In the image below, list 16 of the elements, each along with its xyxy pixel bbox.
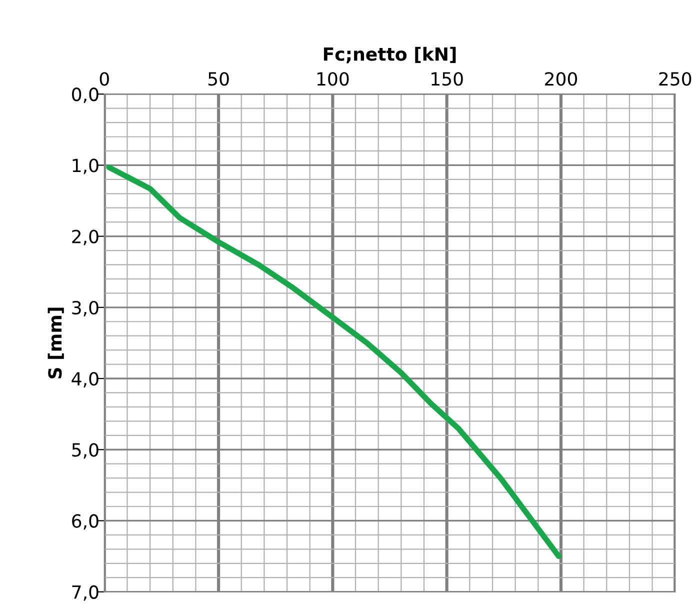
- x-tick-label: 50: [208, 72, 229, 86]
- y-tick-label: 0,0: [72, 88, 98, 104]
- y-tick-label: 1,0: [72, 158, 98, 174]
- y-tick-label: 6,0: [72, 514, 98, 530]
- x-tick-label: 100: [317, 72, 349, 86]
- y-tick-label: 5,0: [72, 443, 98, 459]
- x-tick-label: 150: [432, 72, 463, 86]
- y-tick-label: 3,0: [72, 300, 98, 316]
- y-tick-label: 2,0: [72, 230, 98, 246]
- x-axis-title: Fc;netto [kN]: [324, 46, 456, 64]
- y-axis-title: S [mm]: [48, 308, 64, 378]
- y-tick-label: 7,0: [72, 585, 98, 601]
- y-tick-label: 4,0: [72, 372, 98, 388]
- x-tick-label: 250: [659, 72, 692, 86]
- x-tick-label: 200: [545, 72, 578, 86]
- x-tick-label: 0: [100, 72, 109, 86]
